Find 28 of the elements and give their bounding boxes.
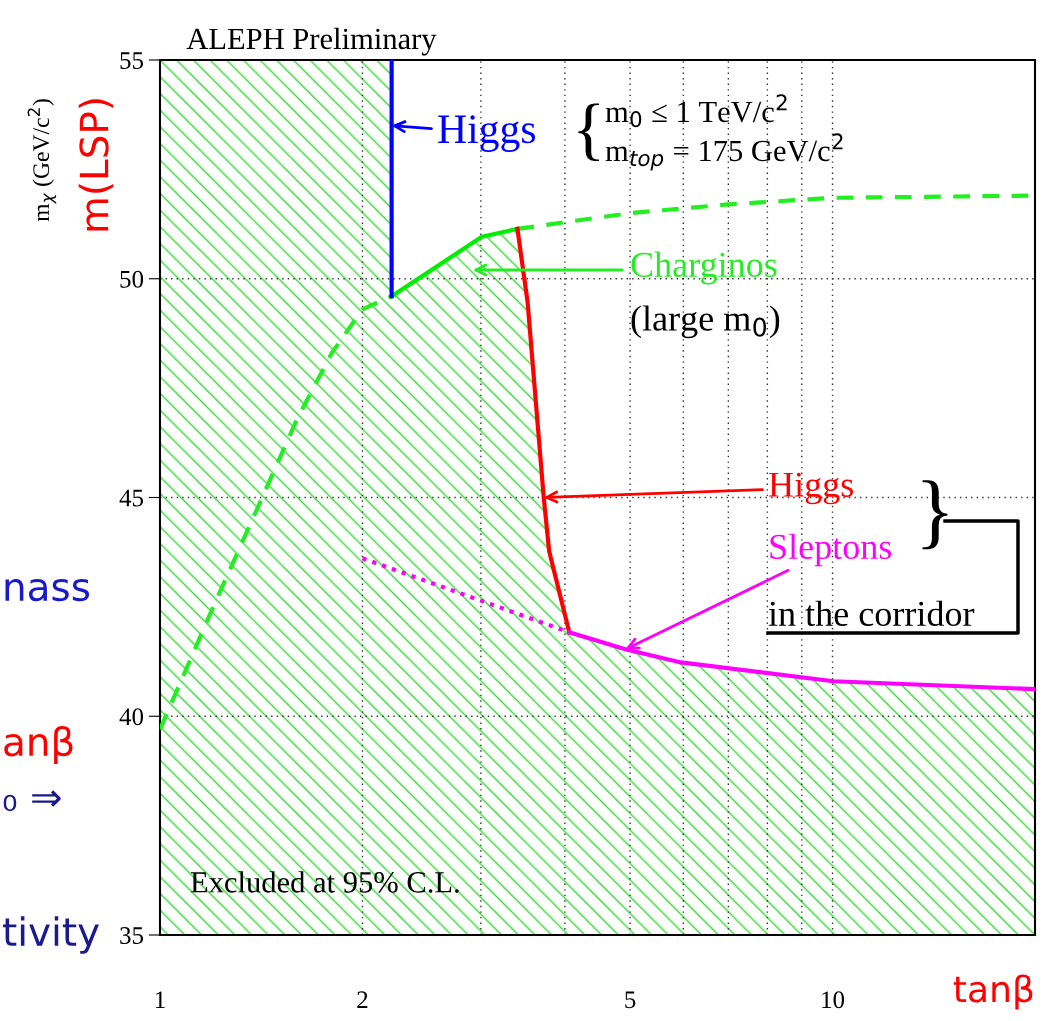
text: anβ [4, 726, 73, 764]
annotation: { [578, 103, 600, 161]
annotation: } [922, 480, 948, 550]
x-tick-label: 10 [822, 991, 845, 1009]
x-tick-label: 2 [357, 991, 368, 1008]
text: nass [5, 578, 90, 602]
annotation: in the corridor [768, 600, 975, 627]
annotation: (large m$_{0}$) [631, 305, 780, 339]
y-tick-label: 45 [119, 489, 144, 507]
x-tick-label: 5 [625, 991, 636, 1009]
annotation: m$_{0}$ ≤ 1 TeV/c$^{2}$ [605, 94, 787, 128]
annotation: Higgs [438, 115, 536, 152]
text: tivity [3, 916, 99, 954]
annotation: Higgs [769, 472, 853, 505]
annotation: Sleptons [770, 533, 892, 567]
x-tick-label: 1 [155, 991, 165, 1008]
text: m$_{χ}$ (GeV/c$^{2}$) [27, 99, 57, 222]
annotation: m$_{top}$ = 175 GeV/c$^{2}$ [605, 133, 843, 171]
text: ₀ ⇒ [3, 790, 61, 812]
x-axis-title: tanβ [953, 974, 1033, 1010]
y-axis-title: m(LSP) [78, 99, 114, 231]
line-series [515, 226, 572, 635]
y-tick-label: 35 [120, 927, 144, 944]
y-tick-label: 55 [120, 52, 144, 69]
y-tick-label: 50 [120, 270, 144, 288]
y-tick-label: 40 [119, 708, 144, 726]
chart-title: ALEPH Preliminary [186, 27, 437, 56]
annotation: Charginos [631, 251, 777, 285]
